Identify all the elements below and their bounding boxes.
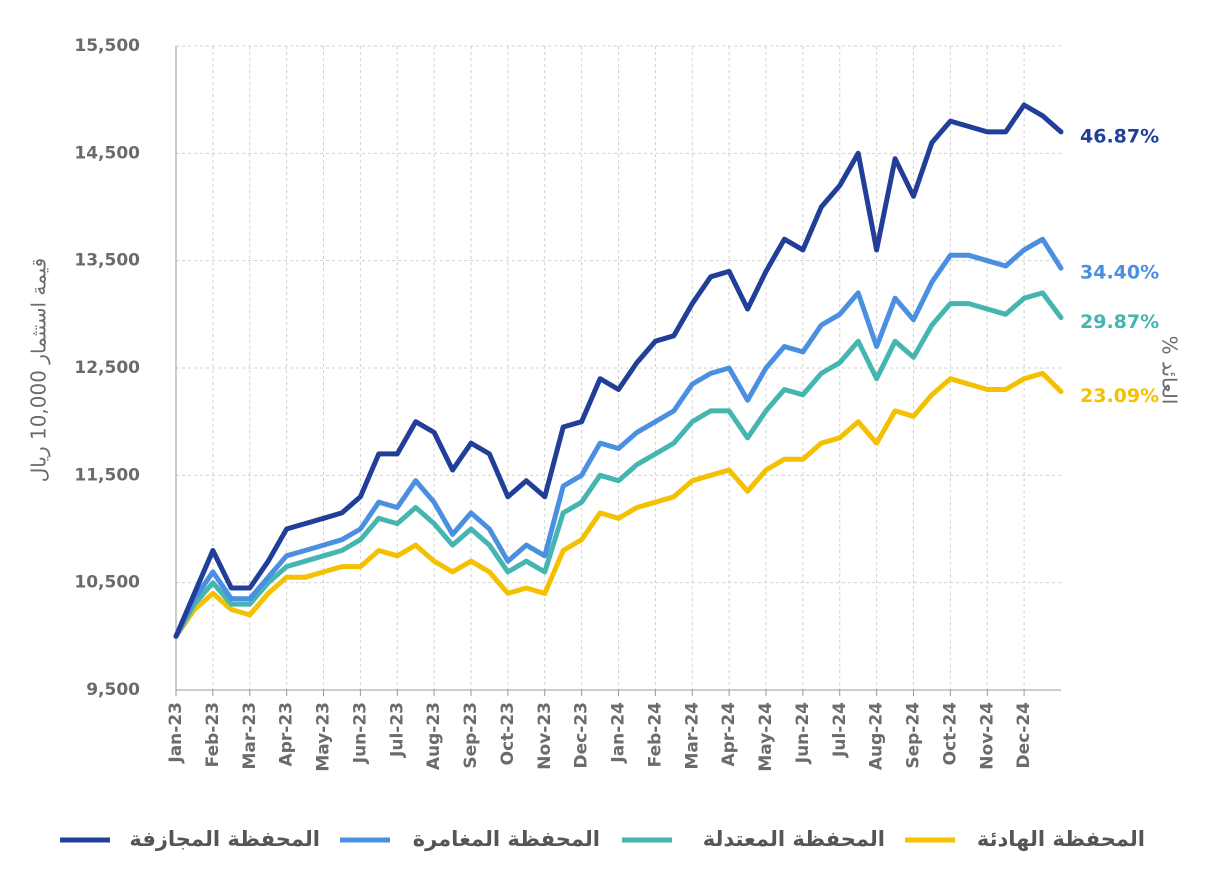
x-tick-label: Jan-24 xyxy=(609,702,629,764)
x-tick-label: Jan-23 xyxy=(166,702,186,764)
x-tick-label: Aug-23 xyxy=(424,702,444,770)
y-axis-label: قيمة استثمار 10,000 ريال xyxy=(27,258,51,483)
x-tick-label: May-23 xyxy=(314,702,334,772)
x-tick-label: May-24 xyxy=(756,702,776,772)
series-line xyxy=(173,290,1064,639)
x-tick-label: Oct-24 xyxy=(940,702,960,766)
y-tick-label: 14,500 xyxy=(74,143,140,163)
y-tick-label: 10,500 xyxy=(74,573,140,593)
x-tick-label: Feb-23 xyxy=(203,702,223,767)
y-tick-label: 12,500 xyxy=(74,358,140,378)
x-tick-label: Dec-23 xyxy=(572,702,592,768)
x-tick-label: Dec-24 xyxy=(1014,702,1034,769)
legend-label: المحفظة المغامرة xyxy=(413,827,600,851)
y-tick-label: 13,500 xyxy=(74,251,140,271)
x-tick-label: Nov-24 xyxy=(977,702,997,770)
x-tick-label: Nov-23 xyxy=(535,702,555,770)
series-line xyxy=(173,102,1064,639)
x-tick-label: Jul-24 xyxy=(830,702,850,758)
series-line xyxy=(173,370,1064,639)
end-label: 34.40% xyxy=(1080,262,1159,284)
end-label: 46.87% xyxy=(1080,125,1159,147)
x-tick-label: Apr-24 xyxy=(719,702,739,767)
series-line xyxy=(173,236,1064,639)
x-tick-label: Mar-24 xyxy=(682,702,702,770)
x-tick-label: Jun-23 xyxy=(350,702,370,764)
y2-axis-label: % العائد xyxy=(1158,336,1182,405)
legend-label: المحفظة المجازفة xyxy=(129,827,320,851)
legend-label: المحفظة الهادئة xyxy=(977,827,1145,851)
y-tick-label: 9,500 xyxy=(86,680,140,700)
x-tick-label: Feb-24 xyxy=(645,702,665,768)
legend-label: المحفظة المعتدلة xyxy=(703,827,885,851)
x-tick-label: Jul-23 xyxy=(387,702,407,758)
x-tick-label: Jun-24 xyxy=(793,702,813,764)
x-tick-label: Mar-23 xyxy=(240,702,260,770)
end-label: 23.09% xyxy=(1080,385,1159,407)
x-tick-label: Sep-23 xyxy=(461,702,481,769)
y-tick-label: 15,500 xyxy=(74,36,140,56)
y-tick-label: 11,500 xyxy=(74,465,140,485)
x-tick-label: Oct-23 xyxy=(498,702,518,765)
x-tick-label: Sep-24 xyxy=(904,702,924,769)
end-label: 29.87% xyxy=(1080,311,1159,333)
x-tick-label: Apr-23 xyxy=(277,702,297,766)
x-tick-label: Aug-24 xyxy=(867,702,887,770)
